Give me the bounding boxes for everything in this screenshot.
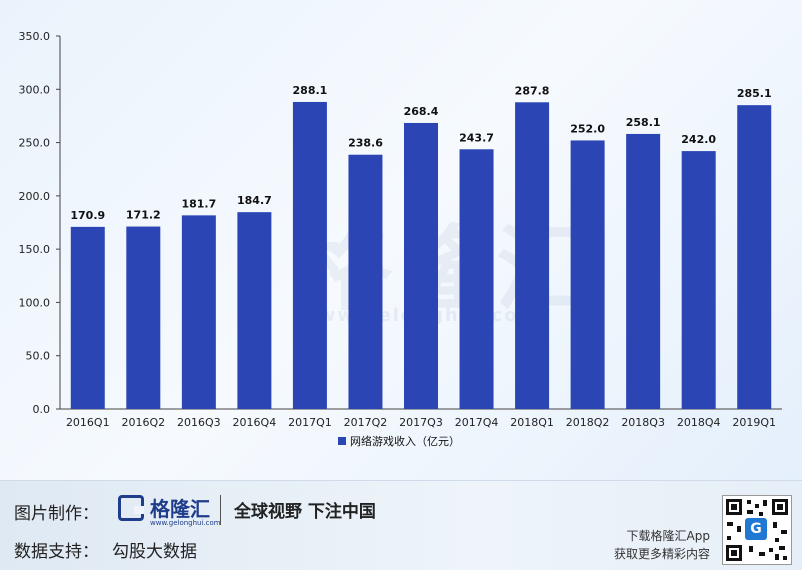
app-download-text: 下载格隆汇App [626,529,710,543]
bar-2016Q2 [126,226,161,409]
value-label: 170.9 [70,209,105,222]
y-tick-label: 350.0 [19,30,51,43]
y-tick-label: 100.0 [19,296,51,309]
x-tick-label: 2019Q1 [732,416,776,429]
x-tick-label: 2017Q1 [288,416,332,429]
legend-swatch [338,437,346,445]
bar-2017Q2 [348,154,383,409]
x-tick-label: 2017Q4 [455,416,499,429]
value-label: 268.4 [404,105,439,118]
value-label: 242.0 [681,133,716,146]
source-value: 勾股大数据 [112,542,197,562]
bar-2019Q1 [737,105,772,409]
bar-2016Q1 [70,226,105,409]
logo-url: www.gelonghui.com [150,519,221,527]
qr-code-icon [726,499,788,561]
app-content-text: 获取更多精彩内容 [613,547,710,561]
x-tick-label: 2017Q3 [399,416,443,429]
footer: 图片制作： 数据支持： 勾股大数据 格隆汇 www.gelonghui.com … [0,480,802,570]
x-tick-label: 2017Q2 [344,416,388,429]
y-tick-label: 250.0 [19,137,51,150]
logo-name: 格隆汇 [150,497,210,521]
bar-2018Q1 [515,102,550,410]
credit-label: 图片制作： [14,504,99,524]
bar-2018Q4 [681,151,716,409]
y-tick-label: 300.0 [19,83,51,96]
bar-2017Q3 [404,122,438,410]
value-label: 171.2 [126,209,161,222]
x-tick-label: 2018Q2 [566,416,610,429]
value-label: 287.8 [515,84,550,97]
value-label: 258.1 [626,116,661,129]
source-label: 数据支持： [14,542,99,562]
legend-label: 网络游戏收入（亿元） [350,434,460,448]
y-tick-label: 150.0 [19,243,51,256]
x-tick-label: 2018Q3 [621,416,665,429]
value-label: 285.1 [737,87,772,100]
divider [220,495,221,525]
x-tick-label: 2016Q2 [121,416,165,429]
slogan: 全球视野 下注中国 [234,502,376,522]
x-tick-label: 2016Q3 [177,416,221,429]
bar-2018Q2 [570,140,605,409]
bar-2017Q4 [459,149,494,409]
y-tick-label: 50.0 [26,350,51,363]
y-tick-label: 200.0 [19,190,51,203]
x-tick-label: 2016Q4 [233,416,277,429]
bar-chart: 0.0 50.0 100.0 150.0 200.0 250.0 300.0 350.0 170… [19,30,782,448]
bar-2016Q4 [237,212,272,409]
bar-2018Q3 [626,133,661,409]
value-label: 288.1 [293,84,328,97]
value-label: 181.7 [181,197,216,210]
y-tick-label: 0.0 [33,403,51,416]
value-label: 184.7 [237,194,272,207]
qr-badge: G [745,518,767,540]
x-tick-label: 2018Q4 [677,416,721,429]
value-label: 243.7 [459,131,494,144]
chart-area: 格隆汇 www.gelonghui.com 0.050.0100.0150.02… [19,30,782,448]
logo-icon [118,495,144,521]
bar-2016Q3 [181,215,216,409]
value-label: 252.0 [570,122,605,135]
x-tick-label: 2016Q1 [66,416,110,429]
x-tick-label: 2018Q1 [510,416,554,429]
bar-2017Q1 [292,101,327,409]
value-label: 238.6 [348,137,383,150]
